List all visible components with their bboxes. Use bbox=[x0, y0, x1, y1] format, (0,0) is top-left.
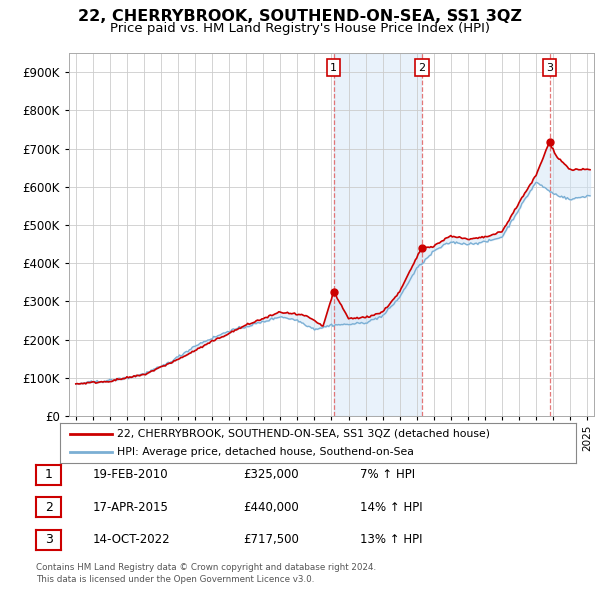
Text: 1: 1 bbox=[330, 63, 337, 73]
Text: 22, CHERRYBROOK, SOUTHEND-ON-SEA, SS1 3QZ: 22, CHERRYBROOK, SOUTHEND-ON-SEA, SS1 3Q… bbox=[78, 9, 522, 24]
Text: 13% ↑ HPI: 13% ↑ HPI bbox=[360, 533, 422, 546]
Text: 7% ↑ HPI: 7% ↑ HPI bbox=[360, 468, 415, 481]
Text: 1: 1 bbox=[44, 468, 53, 481]
Text: This data is licensed under the Open Government Licence v3.0.: This data is licensed under the Open Gov… bbox=[36, 575, 314, 584]
Text: 3: 3 bbox=[546, 63, 553, 73]
Text: £440,000: £440,000 bbox=[243, 501, 299, 514]
Text: £717,500: £717,500 bbox=[243, 533, 299, 546]
Text: 2: 2 bbox=[44, 501, 53, 514]
Text: 2: 2 bbox=[418, 63, 425, 73]
Text: 3: 3 bbox=[44, 533, 53, 546]
Text: 14-OCT-2022: 14-OCT-2022 bbox=[93, 533, 170, 546]
Text: Price paid vs. HM Land Registry's House Price Index (HPI): Price paid vs. HM Land Registry's House … bbox=[110, 22, 490, 35]
Text: 19-FEB-2010: 19-FEB-2010 bbox=[93, 468, 169, 481]
Text: 14% ↑ HPI: 14% ↑ HPI bbox=[360, 501, 422, 514]
Text: 17-APR-2015: 17-APR-2015 bbox=[93, 501, 169, 514]
Text: 22, CHERRYBROOK, SOUTHEND-ON-SEA, SS1 3QZ (detached house): 22, CHERRYBROOK, SOUTHEND-ON-SEA, SS1 3Q… bbox=[117, 429, 490, 439]
Text: £325,000: £325,000 bbox=[243, 468, 299, 481]
Text: Contains HM Land Registry data © Crown copyright and database right 2024.: Contains HM Land Registry data © Crown c… bbox=[36, 563, 376, 572]
Text: HPI: Average price, detached house, Southend-on-Sea: HPI: Average price, detached house, Sout… bbox=[117, 447, 413, 457]
